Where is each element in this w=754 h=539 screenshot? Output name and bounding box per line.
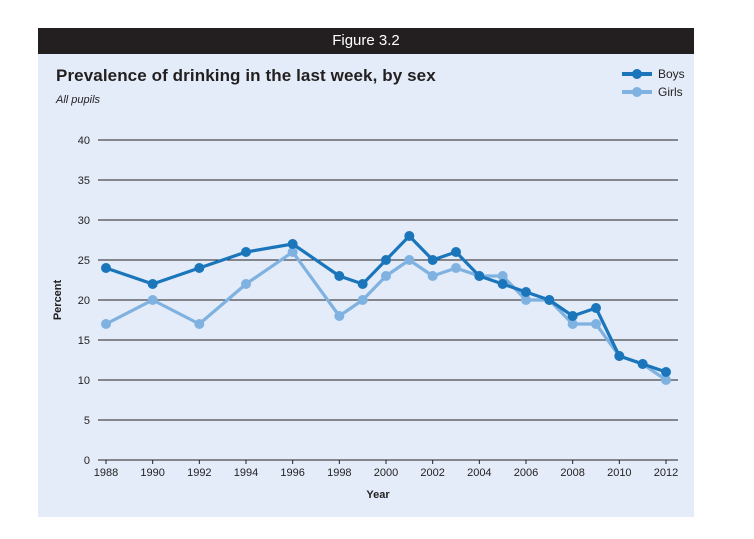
y-tick-label: 30: [78, 215, 90, 227]
data-point-girls-1992: [194, 319, 205, 329]
y-tick-label: 10: [78, 375, 90, 387]
y-tick-label: 5: [84, 415, 90, 427]
data-point-boys-1998: [334, 271, 345, 281]
x-tick-label: 1994: [234, 467, 258, 479]
legend-swatch-girls: [622, 87, 652, 97]
x-axis-title: Year: [366, 489, 390, 501]
data-point-boys-2009: [591, 303, 601, 313]
figure-label: Figure 3.2: [38, 28, 694, 54]
data-point-girls-2008: [567, 319, 578, 329]
data-point-girls-2001: [404, 255, 415, 265]
x-tick-label: 1990: [140, 467, 164, 479]
y-tick-label: 35: [78, 175, 90, 187]
x-tick-label: 1998: [327, 467, 351, 479]
x-tick-label: 2008: [560, 467, 584, 479]
x-tick-label: 2002: [420, 467, 444, 479]
data-point-boys-2003: [451, 247, 461, 257]
data-point-boys-2004: [474, 271, 485, 281]
x-tick-label: 1996: [280, 467, 304, 479]
data-point-girls-1998: [334, 311, 345, 321]
data-point-boys-2011: [637, 359, 648, 369]
data-point-girls-2012: [661, 375, 671, 385]
data-point-boys-1992: [194, 263, 205, 273]
data-point-boys-2002: [427, 255, 438, 265]
data-point-boys-1996: [287, 239, 298, 249]
data-point-boys-2000: [381, 255, 391, 265]
y-tick-label: 40: [78, 135, 90, 147]
legend-swatch-boys: [622, 69, 652, 79]
data-point-boys-2008: [567, 311, 578, 321]
y-axis-title: Percent: [52, 279, 64, 320]
data-point-boys-1994: [241, 247, 251, 257]
data-point-boys-2005: [497, 279, 508, 289]
legend-label-boys: Boys: [658, 67, 685, 81]
data-point-girls-2009: [591, 319, 601, 329]
data-point-boys-2007: [544, 295, 555, 305]
data-point-boys-1990: [147, 279, 158, 289]
data-point-girls-2000: [381, 271, 391, 281]
x-tick-label: 1992: [187, 467, 211, 479]
data-point-girls-1990: [147, 295, 158, 305]
data-point-boys-1999: [357, 279, 368, 289]
legend-label-girls: Girls: [658, 85, 683, 99]
data-point-girls-2006: [521, 295, 531, 305]
data-point-girls-2005: [497, 271, 508, 281]
data-point-girls-2002: [427, 271, 438, 281]
data-point-boys-2010: [614, 351, 625, 361]
data-point-girls-1996: [287, 247, 298, 257]
y-tick-label: 20: [78, 295, 90, 307]
x-tick-label: 2004: [467, 467, 491, 479]
data-point-girls-1999: [357, 295, 368, 305]
y-tick-label: 15: [78, 335, 90, 347]
data-point-boys-2001: [404, 231, 415, 241]
data-point-boys-2012: [661, 367, 671, 377]
y-tick-label: 0: [84, 455, 90, 467]
y-tick-label: 25: [78, 255, 90, 267]
data-point-girls-2003: [451, 263, 461, 273]
data-point-girls-1988: [101, 319, 111, 329]
x-tick-label: 2006: [514, 467, 538, 479]
chart-subtitle: All pupils: [56, 94, 101, 106]
x-tick-label: 1988: [94, 467, 118, 479]
data-point-boys-2006: [521, 287, 531, 297]
data-point-boys-1988: [101, 263, 111, 273]
x-tick-label: 2010: [607, 467, 631, 479]
x-tick-label: 2000: [374, 467, 398, 479]
x-tick-label: 2012: [654, 467, 678, 479]
chart-title: Prevalence of drinking in the last week,…: [56, 66, 436, 85]
data-point-girls-1994: [241, 279, 251, 289]
